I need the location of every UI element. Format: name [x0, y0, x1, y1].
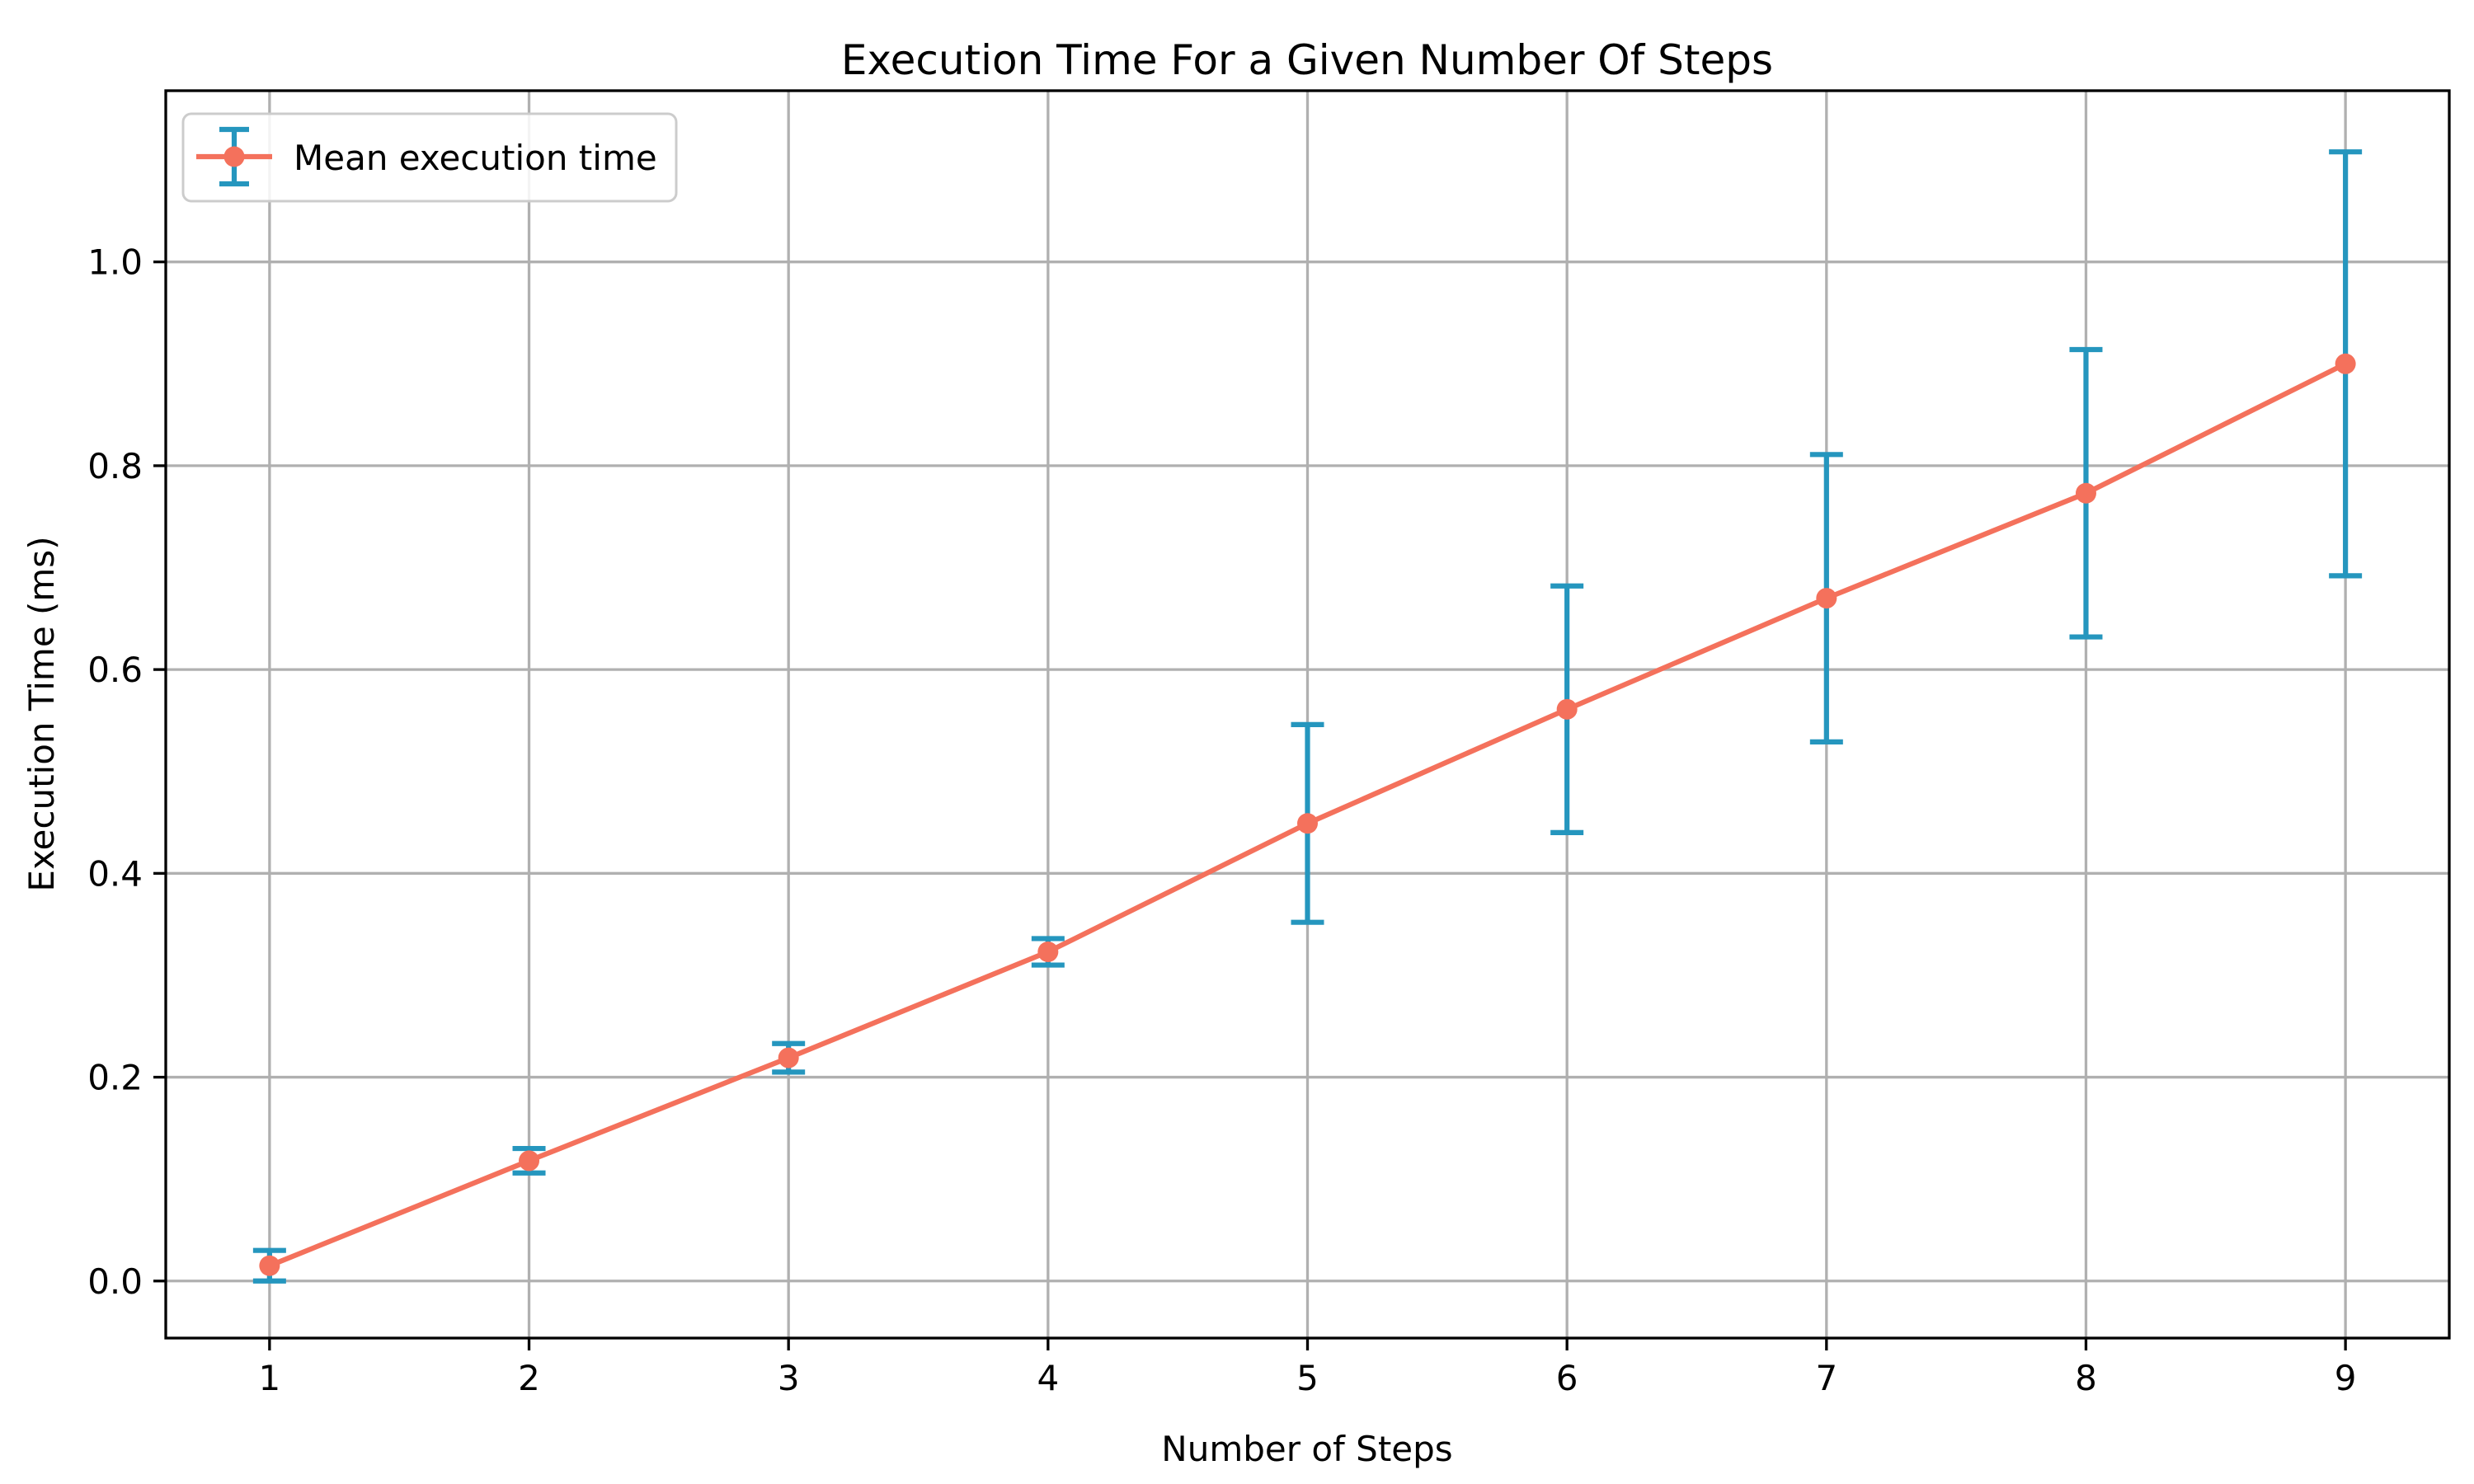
grid-lines	[166, 91, 2449, 1338]
x-tick-label: 3	[778, 1358, 800, 1398]
legend-box	[181, 112, 678, 203]
x-tick-label: 9	[2335, 1358, 2357, 1398]
y-tick-label: 0.6	[87, 650, 143, 690]
data-point-markers	[259, 353, 2356, 1276]
y-tick-label: 0.2	[87, 1058, 143, 1098]
x-axis-label: Number of Steps	[1161, 1429, 1452, 1469]
x-tick-label: 7	[1815, 1358, 1837, 1398]
x-tick-label: 4	[1037, 1358, 1059, 1398]
x-tick-label: 6	[1556, 1358, 1578, 1398]
y-tick-label: 0.4	[87, 853, 143, 894]
x-tick-label: 8	[2075, 1358, 2097, 1398]
legend-errorbar-key-icon	[196, 126, 272, 187]
chart-title: Execution Time For a Given Number Of Ste…	[841, 36, 1773, 84]
legend-label: Mean execution time	[294, 138, 657, 178]
y-axis-label: Execution Time (ms)	[21, 536, 62, 891]
y-tick-label: 0.0	[87, 1261, 143, 1302]
legend: Mean execution time	[181, 112, 678, 203]
x-tick-label: 2	[518, 1358, 540, 1398]
x-tick-label: 5	[1296, 1358, 1319, 1398]
axis-tick-marks	[153, 261, 2347, 1350]
y-tick-label: 1.0	[87, 242, 143, 283]
axis-tick-labels: 1 2 3 4 5 6 7 8 9 0.0 0.2 0.4 0.6 0.8 1.0	[87, 242, 2356, 1398]
x-tick-label: 1	[258, 1358, 280, 1398]
y-tick-label: 0.8	[87, 446, 143, 486]
